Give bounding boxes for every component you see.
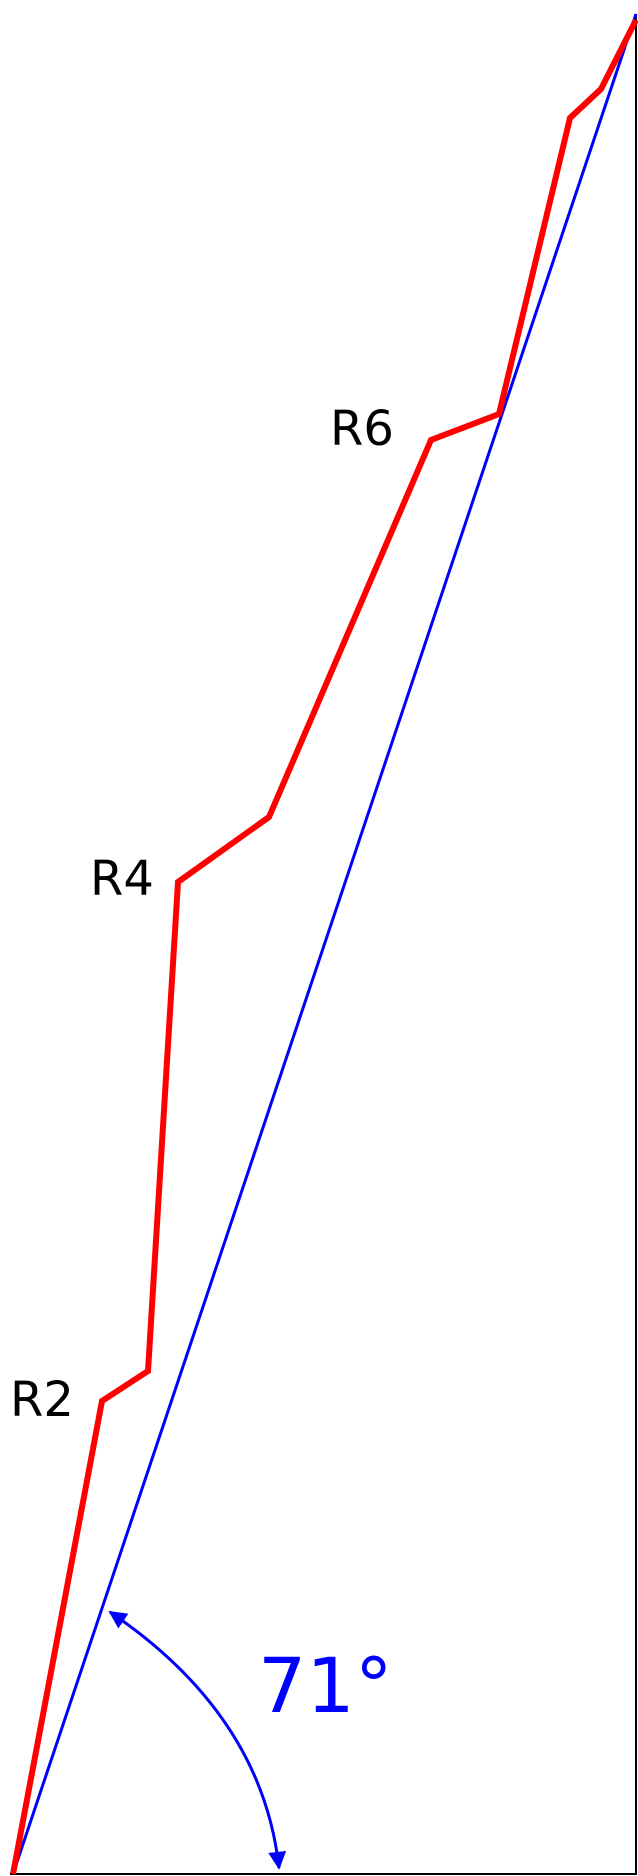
red-path: [10, 18, 638, 1875]
label-r6: R6: [330, 401, 394, 457]
angle-arc: [108, 1610, 287, 1870]
straight-line: [11, 13, 638, 1875]
label-r4: R4: [90, 851, 154, 907]
label-r2: R2: [10, 1372, 74, 1428]
angle-label: 71°: [258, 1641, 393, 1730]
